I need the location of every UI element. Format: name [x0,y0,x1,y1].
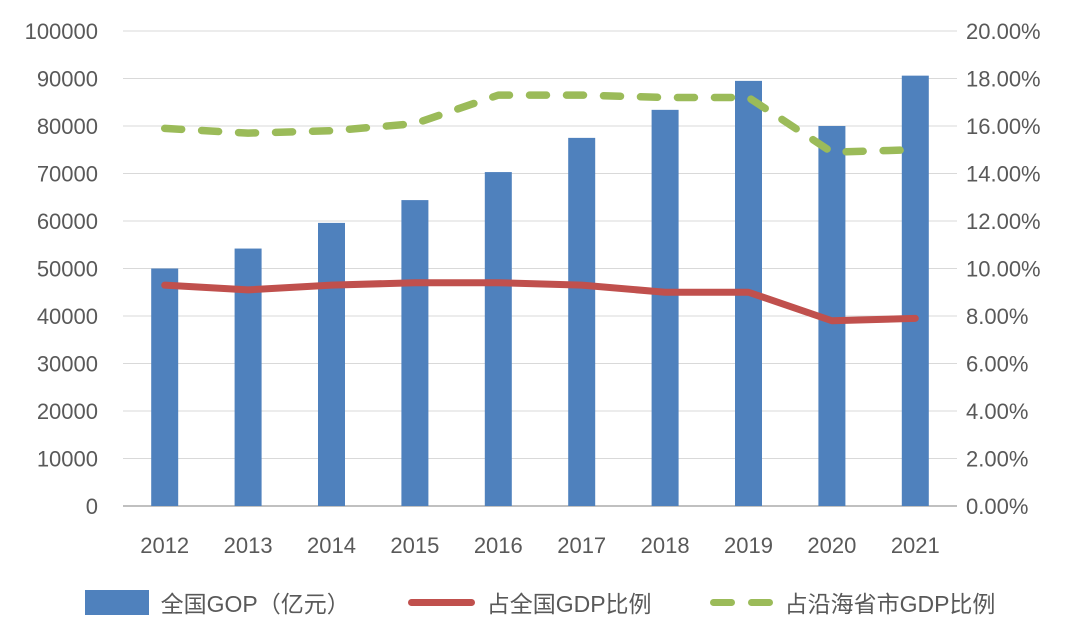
legend-label-national-gdp-share: 占全国GDP比例 [486,591,652,617]
gdp-bar-2012 [151,268,179,506]
left-axis-tick-label: 100000 [25,19,98,44]
left-axis-tick-label: 90000 [37,67,98,92]
x-axis-tick-label: 2012 [140,533,189,558]
legend-swatch-bar [84,589,149,615]
legend-item-national-gdp-share: 占全国GDP比例 [407,585,652,619]
x-axis-tick-label: 2018 [641,533,690,558]
x-axis-tick-label: 2017 [557,533,606,558]
legend-swatch-solid-line [407,598,475,606]
gdp-bar-2021 [901,75,929,507]
gdp-bar-2014 [318,222,345,506]
legend-item-coastal-gdp-share: 占沿海省市GDP比例 [709,585,996,619]
left-axis-tick-label: 40000 [37,304,98,329]
x-axis-tick-label: 2019 [724,533,773,558]
x-axis-tick-label: 2021 [891,533,940,558]
national-gdp-share-line [161,279,919,325]
right-axis-tick-label: 4.00% [966,399,1028,424]
right-axis-tick-label: 20.00% [966,19,1041,44]
legend-label-coastal-gdp-share: 占沿海省市GDP比例 [784,591,996,617]
left-axis-tick-label: 0 [86,494,98,519]
x-axis-tick-label: 2013 [224,533,273,558]
x-axis-tick-label: 2014 [307,533,356,558]
left-axis-tick-label: 80000 [37,114,98,139]
gdp-bar-2018 [651,109,679,506]
right-axis-tick-label: 6.00% [966,352,1028,377]
legend-swatch-dashed-line [709,598,773,606]
x-axis-tick-label: 2016 [474,533,523,558]
coastal-gdp-share-line [160,91,920,156]
left-axis-tick-label: 70000 [37,162,98,187]
gdp-bar-2017 [568,137,596,506]
right-axis-tick-label: 2.00% [966,447,1028,472]
left-axis-tick-label: 50000 [37,257,98,282]
left-axis-tick-label: 30000 [37,352,98,377]
x-axis-tick-label: 2020 [807,533,856,558]
left-axis-tick-label: 60000 [37,209,98,234]
right-axis-tick-label: 10.00% [966,257,1041,282]
combo-chart-canvas: 0 10000 20000 30000 40000 50000 60000 70000 8000… [25,19,1041,558]
right-axis-tick-label: 16.00% [966,114,1041,139]
x-axis-tick-label: 2015 [390,533,439,558]
right-axis-tick-label: 8.00% [966,304,1028,329]
left-axis-tick-label: 10000 [37,447,98,472]
gdp-bar-2015 [401,200,429,506]
right-axis-tick-label: 14.00% [966,162,1041,187]
right-axis-tick-label: 0.00% [966,494,1028,519]
right-axis-tick-label: 12.00% [966,209,1041,234]
gdp-bar-2016 [484,172,512,506]
legend-label-gdp-bars: 全国GOP（亿元） [160,591,350,617]
left-axis-tick-label: 20000 [37,399,98,424]
right-axis-tick-label: 18.00% [966,67,1041,92]
legend-item-gdp-bars: 全国GOP（亿元） [84,585,350,619]
chart-legend: 全国GOP（亿元） 占全国GDP比例 占沿海省市GDP比例 [0,581,1080,623]
